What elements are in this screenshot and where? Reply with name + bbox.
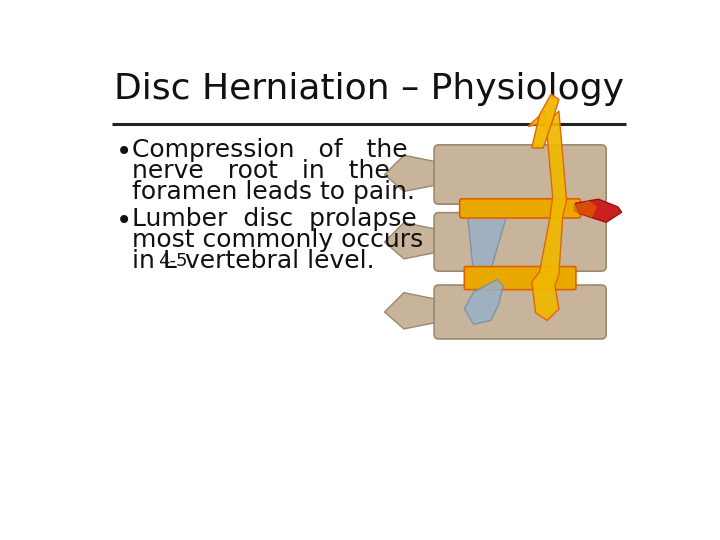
FancyBboxPatch shape <box>434 285 606 339</box>
Text: Disc Herniation – Physiology: Disc Herniation – Physiology <box>114 72 624 106</box>
FancyBboxPatch shape <box>459 199 580 218</box>
Polygon shape <box>384 293 443 329</box>
Polygon shape <box>464 280 503 325</box>
Text: Lumber  disc  prolapse: Lumber disc prolapse <box>132 207 417 231</box>
Text: •: • <box>117 207 132 235</box>
Polygon shape <box>467 200 506 274</box>
Text: in L: in L <box>132 249 176 273</box>
Text: most commonly occurs: most commonly occurs <box>132 228 423 252</box>
FancyBboxPatch shape <box>464 267 576 289</box>
Polygon shape <box>575 199 621 222</box>
FancyBboxPatch shape <box>434 145 606 204</box>
Polygon shape <box>574 201 597 218</box>
Polygon shape <box>528 111 567 320</box>
Polygon shape <box>384 156 443 192</box>
Text: nerve   root   in   the: nerve root in the <box>132 159 390 183</box>
FancyBboxPatch shape <box>434 213 606 271</box>
Polygon shape <box>532 94 559 148</box>
Polygon shape <box>384 222 443 259</box>
Text: vertebral level.: vertebral level. <box>177 249 374 273</box>
Text: Compression   of   the: Compression of the <box>132 138 408 162</box>
Text: foramen leads to pain.: foramen leads to pain. <box>132 179 415 204</box>
Text: •: • <box>117 138 132 166</box>
Text: 4-5: 4-5 <box>158 252 188 270</box>
